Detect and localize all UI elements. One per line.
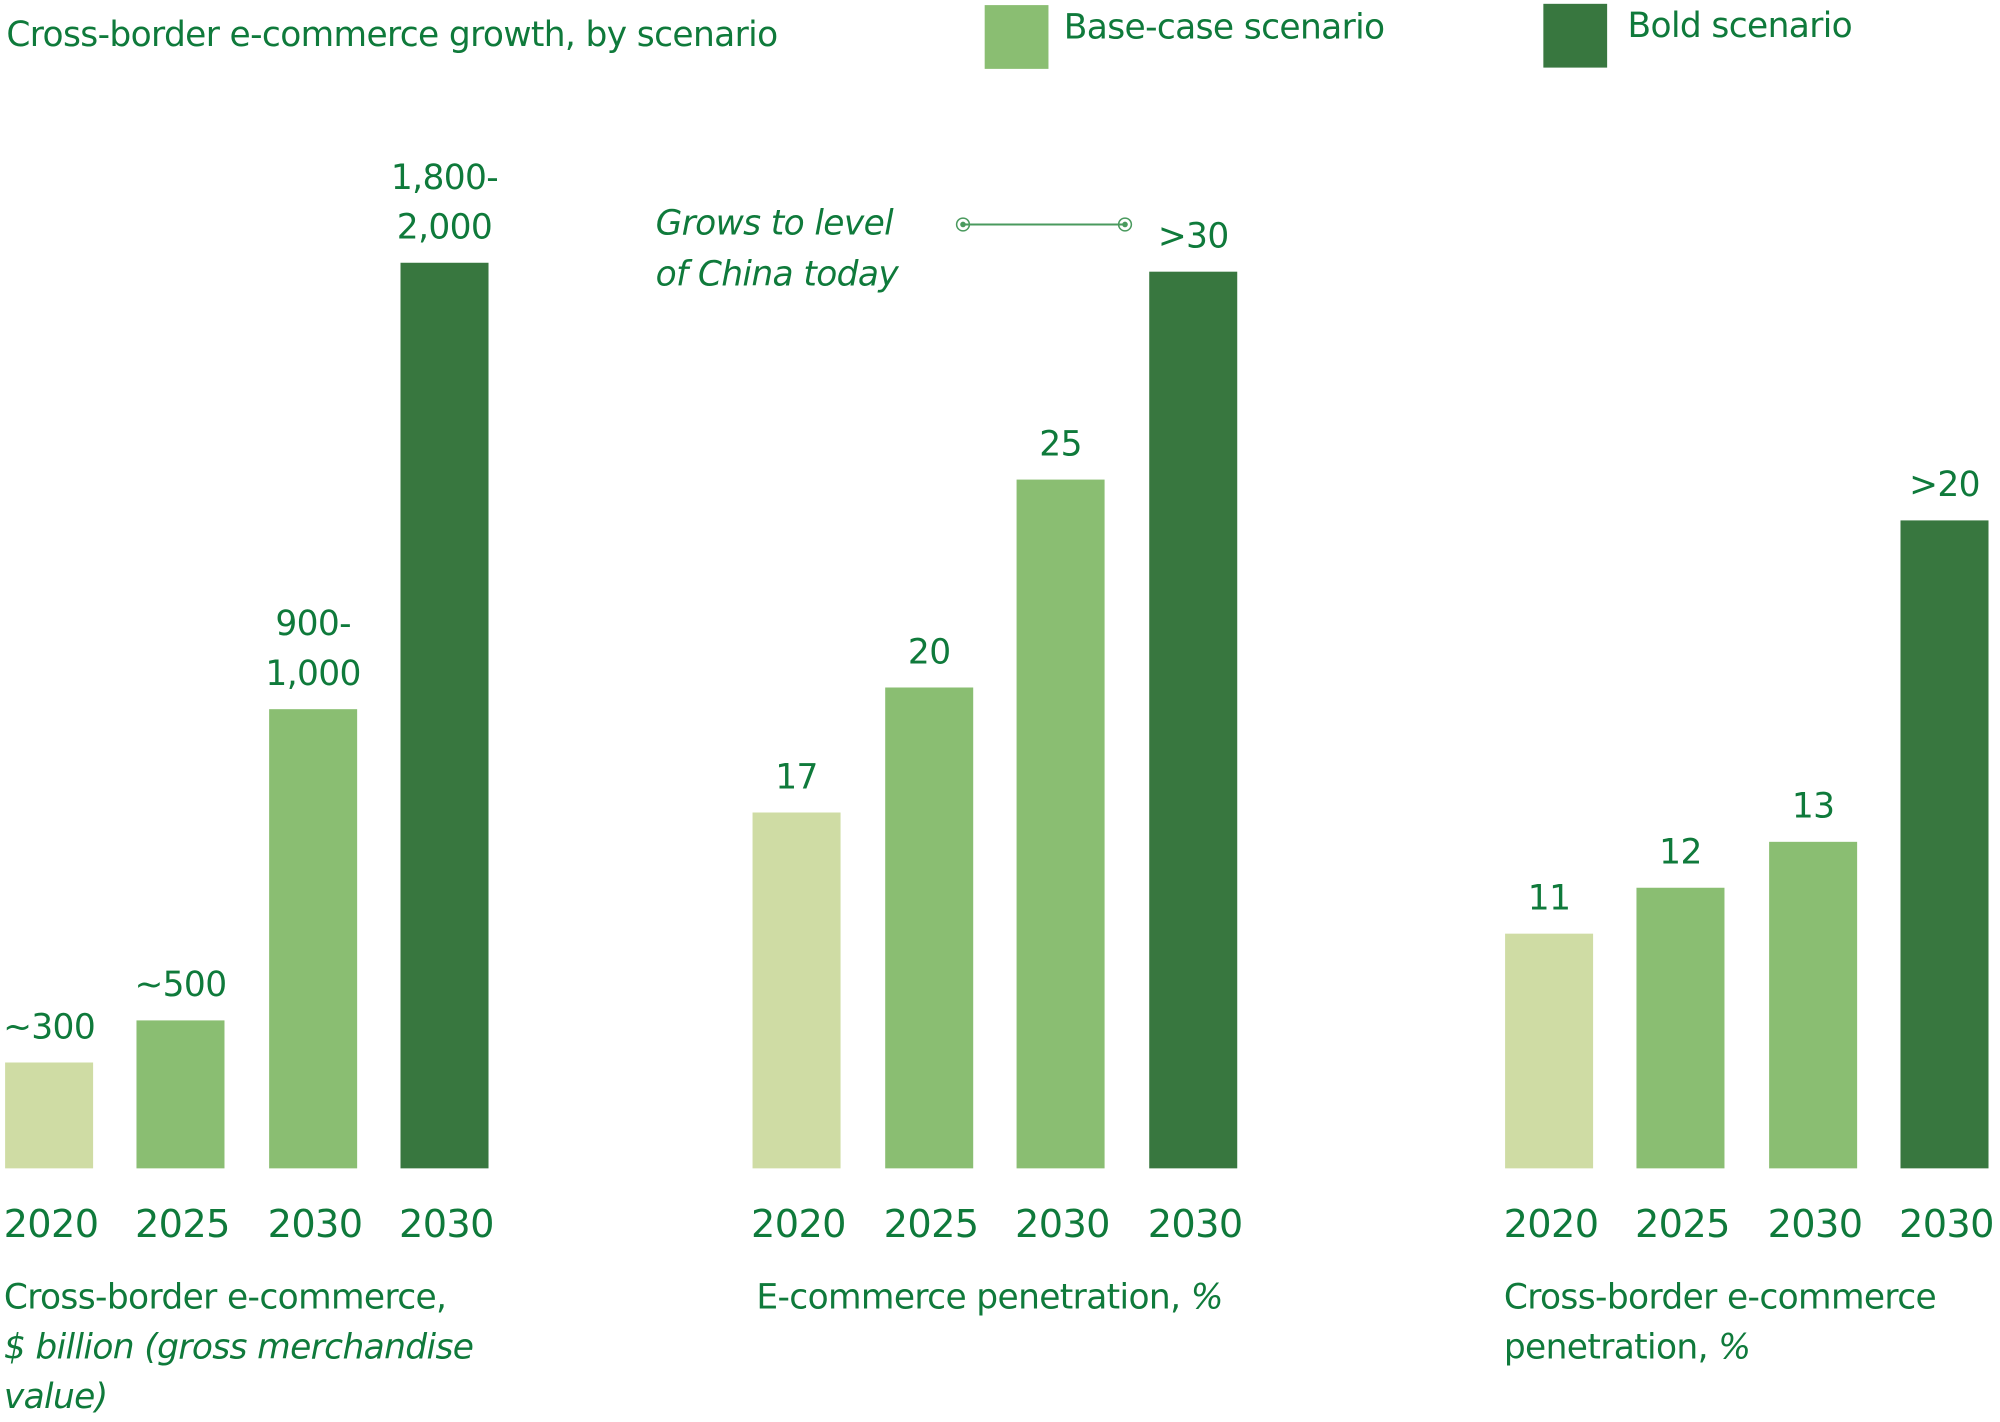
data-label-line: 17 — [775, 757, 818, 798]
data-label-line: 25 — [1039, 424, 1082, 465]
caption-sub: $ billion (gross merchandise value) — [3, 1327, 474, 1418]
data-label: 13 — [1724, 782, 1903, 832]
annotation-connector — [955, 217, 1133, 232]
x-tick-label: 2030 — [1767, 1202, 1863, 1248]
caption-main: Cross-border e-commerce, — [3, 1278, 447, 1318]
data-label: 1,800- 2,000 — [355, 153, 534, 252]
legend-swatch-base — [984, 5, 1049, 69]
data-label: 17 — [707, 752, 886, 802]
legend-swatch-bold — [1543, 3, 1608, 68]
bar-base-2030 — [269, 709, 358, 1169]
bar-bold-2030 — [1900, 520, 1989, 1169]
data-label: 11 — [1460, 874, 1639, 924]
data-label: 12 — [1591, 828, 1770, 878]
x-tick-label: 2030 — [1147, 1202, 1243, 1248]
legend-label-base: Base-case scenario — [1063, 7, 1385, 48]
annotation-line-2: of China today — [655, 255, 899, 295]
x-tick-label: 2030 — [267, 1202, 363, 1248]
bar-base-2025 — [885, 687, 974, 1169]
data-label: ~300 — [0, 1003, 138, 1053]
data-label-line: 13 — [1791, 787, 1835, 828]
x-tick-label: 2025 — [1634, 1202, 1730, 1248]
data-label: ~500 — [91, 960, 270, 1010]
data-label-line: 2,000 — [396, 207, 493, 248]
data-label-line: 1,000 — [265, 654, 361, 694]
x-tick-label: 2030 — [1015, 1202, 1110, 1248]
x-tick-label: 2030 — [398, 1202, 494, 1248]
x-tick-label: 2030 — [1898, 1202, 1994, 1248]
bar-actual-2020 — [5, 1062, 94, 1169]
data-label-line: 900- — [275, 604, 351, 645]
bar-bold-2030 — [1149, 271, 1238, 1169]
caption-main: Cross-border e-commerce penetration, — [1503, 1278, 1937, 1368]
data-label: 900- 1,000 — [224, 599, 403, 698]
caption-sub: % — [1718, 1327, 1751, 1368]
bar-actual-2020 — [752, 812, 841, 1169]
caption-chart-1: Cross-border e-commerce, $ billion (gros… — [4, 1273, 540, 1422]
caption-sub: % — [1190, 1278, 1224, 1318]
data-label: >30 — [1104, 212, 1283, 262]
data-label-line: 1,800- — [390, 158, 499, 198]
x-tick-label: 2020 — [3, 1202, 99, 1248]
bar-actual-2020 — [1505, 934, 1594, 1169]
caption-chart-2: E-commerce penetration, % — [756, 1273, 1224, 1323]
data-label: >20 — [1855, 461, 2000, 511]
data-label-line: >30 — [1157, 216, 1229, 257]
data-label-line: 20 — [907, 632, 951, 673]
data-label-line: 12 — [1659, 833, 1702, 873]
bar-base-2030 — [1016, 479, 1105, 1169]
annotation-line-1: Grows to level — [655, 204, 894, 244]
bar-base-2025 — [1636, 888, 1725, 1169]
chart-title: Cross-border e-commerce growth, by scena… — [6, 15, 778, 55]
x-tick-label: 2025 — [883, 1202, 979, 1248]
data-label-line: >20 — [1909, 466, 1980, 506]
caption-chart-3: Cross-border e-commerce penetration, % — [1504, 1273, 2000, 1372]
data-label-line: 11 — [1527, 879, 1571, 919]
data-label: 25 — [971, 420, 1150, 470]
bar-base-2030 — [1769, 842, 1858, 1169]
x-tick-label: 2025 — [134, 1202, 230, 1248]
data-label-line: ~500 — [134, 965, 227, 1006]
bar-base-2025 — [136, 1020, 225, 1169]
data-label-line: ~300 — [3, 1007, 96, 1048]
x-tick-label: 2020 — [1503, 1202, 1599, 1248]
data-label: 20 — [840, 628, 1019, 678]
bar-bold-2030 — [400, 262, 489, 1169]
x-tick-label: 2020 — [751, 1202, 846, 1248]
caption-main: E-commerce penetration, — [756, 1278, 1181, 1318]
legend-label-bold: Bold scenario — [1627, 6, 1853, 46]
annotation-text: Grows to level of China today — [655, 199, 899, 301]
